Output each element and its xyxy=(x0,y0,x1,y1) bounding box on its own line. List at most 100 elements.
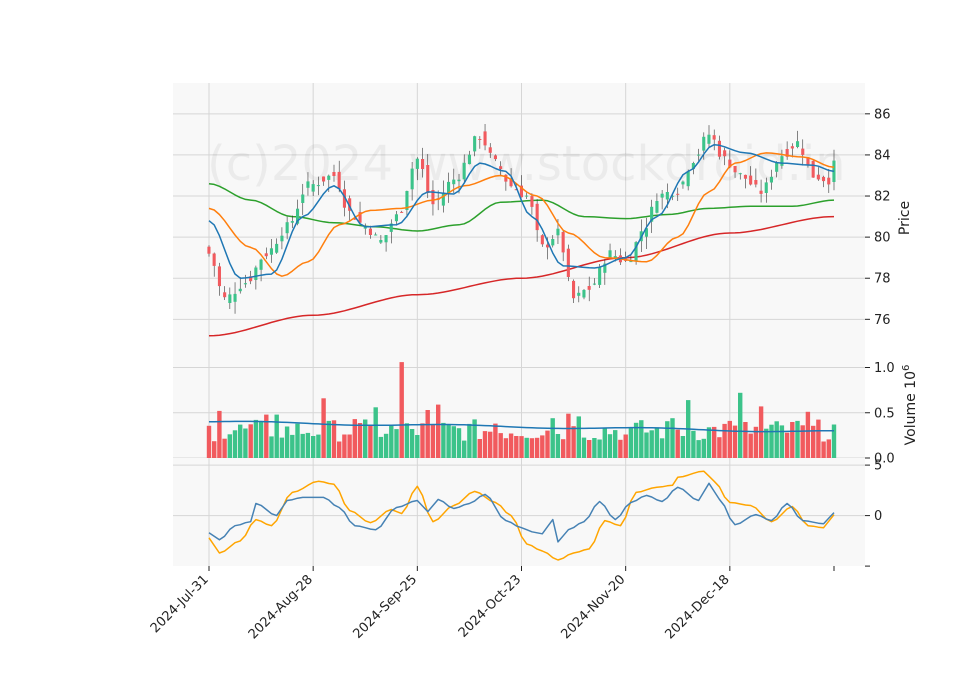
candle-body xyxy=(384,235,388,243)
candle-body xyxy=(269,248,273,255)
volume-bar xyxy=(784,432,790,458)
price-tick-label: 78 xyxy=(874,272,891,287)
candle-body xyxy=(342,189,346,208)
volume-bar xyxy=(524,437,529,458)
candle xyxy=(394,211,398,226)
volume-bar xyxy=(258,421,264,458)
volume-bar xyxy=(404,423,410,458)
candle-body xyxy=(228,294,232,303)
price-tick-label: 76 xyxy=(874,313,891,328)
volume-bar xyxy=(764,428,769,458)
volume-bar xyxy=(790,422,795,458)
candle xyxy=(389,219,393,244)
candle xyxy=(769,169,773,190)
ma-short-path xyxy=(208,143,835,279)
candle-body xyxy=(525,195,529,197)
candle xyxy=(540,234,544,247)
volume-bar xyxy=(451,426,456,458)
volume-ma-path xyxy=(208,420,834,433)
candle-body xyxy=(316,185,320,187)
volume-bar xyxy=(467,423,472,458)
candle-body xyxy=(259,259,263,270)
candle-body xyxy=(514,189,518,191)
candle xyxy=(421,147,425,178)
candle-body xyxy=(306,181,310,188)
candle-body xyxy=(780,156,784,166)
candle xyxy=(264,247,268,260)
candle-body xyxy=(254,267,258,280)
candle-body xyxy=(353,218,357,220)
volume-bar xyxy=(811,425,816,458)
candle-body xyxy=(483,131,487,146)
candle-body xyxy=(405,191,409,210)
volume-bar xyxy=(477,439,482,458)
volume-bar xyxy=(534,437,540,458)
oscillator-main-path xyxy=(208,482,835,543)
candle-body xyxy=(806,157,810,166)
volume-bar xyxy=(675,429,680,458)
volume-bar xyxy=(415,435,420,458)
volume-bar xyxy=(248,424,253,458)
candle-body xyxy=(592,283,596,285)
candle-body xyxy=(749,175,753,185)
volume-bar xyxy=(649,430,654,458)
candle-body xyxy=(561,232,565,253)
candle xyxy=(822,175,826,188)
candle-body xyxy=(717,140,721,157)
candle xyxy=(316,176,320,196)
volume-bar xyxy=(680,436,686,458)
candle-body xyxy=(264,253,268,257)
oscillator-grid xyxy=(173,458,865,566)
oscillator-panel: 05 xyxy=(173,458,882,567)
volume-bar xyxy=(425,410,430,458)
candle xyxy=(290,215,294,229)
candle xyxy=(228,287,232,309)
candle-body xyxy=(478,139,482,140)
candle xyxy=(342,180,346,217)
candle-body xyxy=(311,184,315,192)
candle xyxy=(311,180,315,197)
candle-body xyxy=(775,162,779,172)
candle xyxy=(603,259,607,285)
candle xyxy=(743,174,747,189)
volume-bar xyxy=(571,426,576,458)
candle xyxy=(681,180,685,189)
volume-bar xyxy=(462,440,467,458)
candle-body xyxy=(691,163,695,170)
candle xyxy=(650,199,654,233)
candle-body xyxy=(337,171,341,189)
oscillator-main-line xyxy=(208,482,835,543)
candle-body xyxy=(629,261,633,263)
candle-body xyxy=(582,290,586,298)
candle-body xyxy=(733,166,737,173)
candle xyxy=(358,201,362,225)
candle xyxy=(530,193,534,215)
candle xyxy=(566,244,570,282)
candle-body xyxy=(587,286,591,290)
candle-body xyxy=(212,253,216,266)
oscillator-tick-label: 0 xyxy=(874,509,882,524)
volume-bar xyxy=(284,426,290,458)
volume-bar xyxy=(805,411,811,458)
volume-bar xyxy=(436,404,441,458)
volume-bar xyxy=(727,420,732,458)
volume-bar xyxy=(821,441,826,458)
candle xyxy=(415,157,419,181)
candle-body xyxy=(452,179,456,185)
candle-body xyxy=(379,240,383,243)
volume-bar xyxy=(378,436,384,458)
candle-body xyxy=(769,176,773,183)
candle xyxy=(738,172,742,180)
candle-body xyxy=(233,293,237,302)
volume-bar xyxy=(389,425,394,458)
volume-exponent-base: 10 xyxy=(903,371,919,389)
volume-bar xyxy=(826,439,831,458)
candle-body xyxy=(473,136,477,152)
candle-body xyxy=(431,190,435,205)
candle xyxy=(712,129,716,151)
oscillator-signal-path xyxy=(208,470,835,561)
volume-bar xyxy=(222,438,227,458)
volume-bar xyxy=(456,428,462,458)
candle-body xyxy=(728,159,732,168)
volume-bar xyxy=(613,430,618,458)
